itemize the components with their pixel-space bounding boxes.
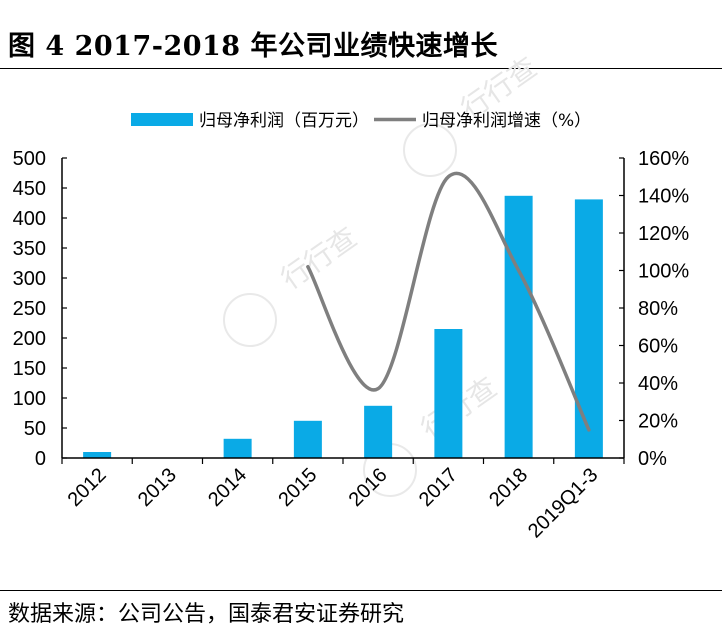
bar-2014 xyxy=(223,438,252,458)
x-tick-label: 2013 xyxy=(134,464,181,511)
left-tick-label: 250 xyxy=(13,298,46,320)
left-tick-label: 100 xyxy=(13,388,46,410)
x-tick-label: 2014 xyxy=(204,464,251,511)
x-tick-label: 2016 xyxy=(345,464,392,511)
legend: 归母净利润（百万元） 归母净利润增速（%） xyxy=(131,111,591,131)
title-rule xyxy=(0,68,722,69)
left-tick-label: 50 xyxy=(24,418,46,440)
bar-2012 xyxy=(83,452,112,458)
source-rule xyxy=(0,590,722,591)
svg-text:行行查: 行行查 xyxy=(275,221,363,296)
left-tick-label: 300 xyxy=(13,268,46,290)
left-tick-label: 200 xyxy=(13,328,46,350)
left-tick-label: 450 xyxy=(13,178,46,200)
growth-line xyxy=(306,171,591,432)
left-tick-label: 150 xyxy=(13,358,46,380)
x-tick-label: 2019Q1-3 xyxy=(524,464,602,542)
bar-2018 xyxy=(504,195,533,459)
legend-line-label: 归母净利润增速（%） xyxy=(422,111,591,131)
left-tick-label: 400 xyxy=(13,208,46,230)
right-tick-label: 100% xyxy=(638,261,689,283)
right-tick-label: 80% xyxy=(638,298,678,320)
x-tick-label: 2018 xyxy=(485,464,532,511)
combo-chart: 行行查 行行查 行行查 归母净利润（百万元）归母净利润增速（%） 0501001… xyxy=(13,51,690,543)
right-tick-label: 160% xyxy=(638,148,689,170)
bar-2019Q1-3 xyxy=(574,199,603,458)
right-tick-label: 60% xyxy=(638,336,678,358)
x-tick-label: 2017 xyxy=(415,464,462,511)
bar-2015 xyxy=(293,420,322,458)
bar-series xyxy=(83,195,603,459)
x-tick-label: 2012 xyxy=(64,464,111,511)
legend-bar-swatch xyxy=(131,113,193,126)
right-tick-label: 120% xyxy=(638,223,689,245)
bar-2016 xyxy=(364,405,393,458)
left-tick-label: 350 xyxy=(13,238,46,260)
right-tick-label: 20% xyxy=(638,411,678,433)
right-tick-label: 140% xyxy=(638,186,689,208)
source-note: 数据来源：公司公告，国泰君安证券研究 xyxy=(8,602,405,627)
left-tick-label: 0 xyxy=(35,448,46,470)
x-tick-label: 2015 xyxy=(274,464,321,511)
left-tick-label: 500 xyxy=(13,148,46,170)
bar-2017 xyxy=(434,329,463,458)
right-tick-label: 0% xyxy=(638,448,667,470)
legend-bar-label: 归母净利润（百万元） xyxy=(199,111,369,131)
figure-title: 图 4 2017-2018 年公司业绩快速增长 xyxy=(8,31,498,62)
line-series xyxy=(306,171,591,432)
right-tick-label: 40% xyxy=(638,373,678,395)
